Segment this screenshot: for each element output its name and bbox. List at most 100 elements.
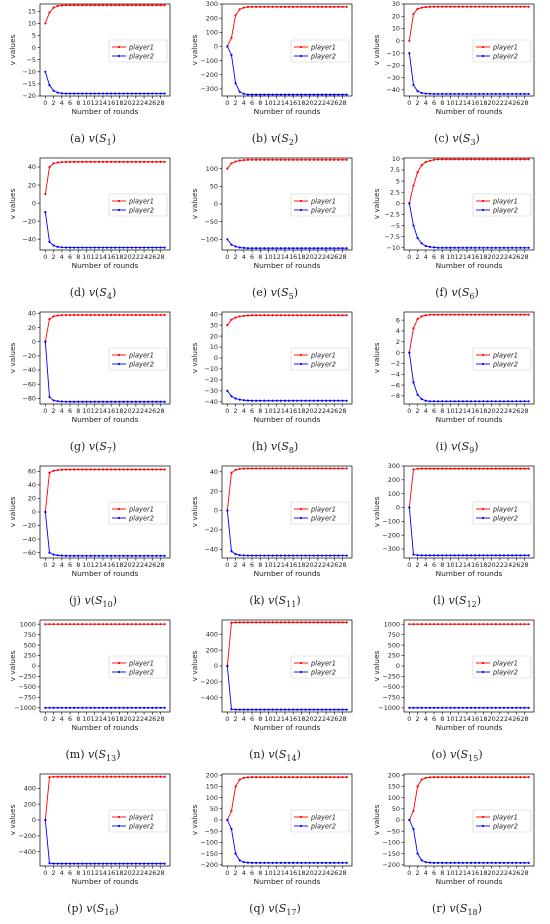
data-point-player2	[300, 554, 303, 557]
data-point-player1	[81, 313, 84, 317]
data-point-player1	[494, 313, 497, 316]
x-tick-label: 4	[424, 561, 428, 569]
caption-label: (g)	[69, 440, 89, 453]
data-point-player1	[482, 313, 485, 316]
data-point-player1	[85, 623, 88, 626]
x-tick-label: 6	[432, 253, 436, 261]
data-point-player2	[308, 554, 311, 557]
x-tick-label: 8	[76, 561, 80, 569]
data-point-player1	[300, 314, 303, 317]
legend-label: player1	[128, 43, 154, 51]
data-point-player1	[527, 623, 530, 626]
legend-label: player2	[492, 52, 518, 60]
y-tick-label: 4	[396, 327, 400, 335]
data-point-player1	[138, 775, 142, 778]
data-point-player2	[527, 92, 530, 96]
y-tick-label: 750	[24, 631, 36, 639]
data-point-player1	[73, 775, 76, 778]
data-point-player1	[316, 5, 319, 8]
data-point-player1	[502, 623, 506, 626]
data-point-player2	[408, 351, 411, 354]
data-point-player1	[73, 313, 76, 317]
data-point-player2	[437, 246, 440, 249]
data-point-player1	[60, 314, 63, 317]
data-point-player1	[238, 315, 241, 318]
data-point-player1	[345, 467, 348, 470]
data-point-player2	[469, 554, 473, 557]
data-point-player1	[234, 621, 237, 624]
chart-panel-1: −20 −15 −10 −5 0 5 10 15 0 2 4 6 8 10 12 14 16 18 20 22 24 26…	[8, 0, 178, 150]
legend-label: player1	[128, 197, 154, 205]
data-point-player1	[60, 468, 63, 471]
data-point-player1	[341, 621, 344, 624]
data-point-player2	[238, 708, 241, 711]
data-point-player1	[304, 314, 307, 317]
legend-marker	[299, 670, 303, 674]
data-point-player1	[118, 468, 121, 471]
y-tick-label: −2	[391, 360, 400, 368]
data-point-player2	[345, 247, 348, 250]
x-tick-label: 0	[407, 99, 411, 107]
data-point-player2	[114, 92, 117, 95]
data-point-player2	[97, 862, 100, 865]
x-tick-label: 24	[322, 715, 330, 723]
data-point-player1	[494, 776, 497, 779]
x-tick-label: 6	[68, 99, 72, 107]
data-point-player2	[159, 706, 162, 709]
x-tick-label: 16	[471, 869, 479, 877]
data-point-player1	[329, 5, 332, 8]
data-point-player1	[300, 158, 303, 161]
legend-box	[108, 193, 168, 217]
y-tick-label: 400	[24, 784, 36, 792]
data-point-player2	[73, 862, 76, 865]
data-point-player2	[457, 246, 460, 249]
data-point-player1	[478, 158, 481, 161]
y-tick-label: −300	[200, 85, 218, 93]
data-point-player2	[230, 53, 233, 57]
data-point-player1	[93, 313, 96, 317]
data-point-player1	[242, 314, 245, 317]
data-point-player2	[77, 706, 80, 709]
data-point-player1	[283, 776, 287, 779]
plot-frame	[39, 3, 171, 97]
data-point-player2	[300, 247, 303, 250]
x-tick-label: 12	[273, 253, 281, 261]
legend-marker	[481, 507, 485, 511]
x-tick-label: 24	[322, 253, 330, 261]
data-point-player2	[312, 93, 315, 96]
data-point-player2	[89, 554, 92, 557]
data-point-player2	[345, 399, 348, 402]
data-point-player2	[134, 246, 137, 249]
y-tick-label: 1000	[20, 620, 36, 628]
x-tick-label: 8	[258, 715, 262, 723]
y-tick-label: −20	[23, 217, 37, 225]
data-point-player2	[163, 706, 166, 709]
data-point-player2	[345, 554, 348, 557]
x-tick-label: 4	[242, 99, 246, 107]
data-point-player2	[408, 818, 411, 822]
data-point-player1	[324, 5, 328, 8]
x-tick-label: 2	[416, 253, 420, 261]
data-point-player1	[263, 467, 266, 470]
data-point-player1	[453, 776, 456, 779]
y-tick-label: 2.5	[390, 188, 400, 196]
data-point-player1	[130, 468, 133, 471]
data-point-player2	[279, 861, 282, 864]
x-tick-label: 22	[132, 715, 140, 723]
data-point-player2	[255, 708, 258, 711]
data-point-player1	[73, 623, 76, 626]
data-point-player2	[527, 554, 530, 557]
x-tick-label: 18	[297, 715, 305, 723]
data-point-player1	[519, 313, 522, 316]
data-point-player2	[486, 861, 489, 864]
data-point-player2	[287, 93, 291, 96]
data-point-player1	[147, 160, 150, 163]
data-point-player2	[234, 245, 237, 248]
y-tick-label: 15	[28, 7, 36, 15]
x-tick-label: 8	[258, 561, 262, 569]
y-tick-label: −15	[23, 80, 37, 88]
data-point-player2	[424, 554, 427, 557]
data-point-player2	[250, 399, 254, 402]
data-point-player1	[515, 623, 518, 626]
data-point-player1	[64, 313, 68, 317]
